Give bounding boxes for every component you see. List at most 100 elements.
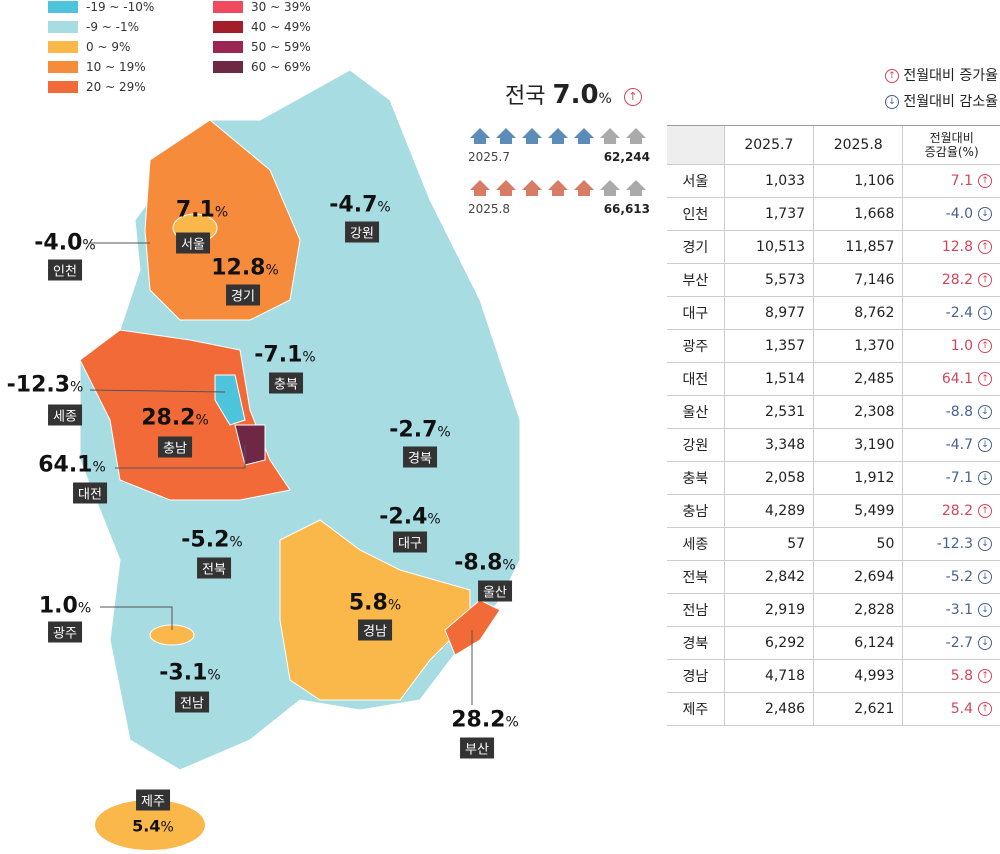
region-name: 울산 xyxy=(478,580,512,602)
national-value: 7.0 xyxy=(552,80,599,110)
region-name: 대구 xyxy=(393,531,427,553)
map-value: -3.1% xyxy=(159,661,220,686)
table-cell: 28.2 ↑ xyxy=(902,494,1000,528)
table-cell: 제주 xyxy=(667,692,725,726)
table-cell: 인천 xyxy=(667,197,725,231)
cell-text: 3,348 xyxy=(764,437,806,453)
table-cell: 울산 xyxy=(667,395,725,429)
value: -5.2 xyxy=(181,527,230,553)
down-icon: ↓ xyxy=(978,570,992,584)
cell-text: -3.1 xyxy=(945,602,973,618)
legend-label: 50 ~ 59% xyxy=(251,40,311,54)
cell-text: -4.0 xyxy=(945,206,973,222)
unit: % xyxy=(427,511,441,528)
legend-item: 40 ~ 49% xyxy=(213,20,311,34)
table-cell: 대전 xyxy=(667,362,725,396)
table-cell: 4,718 xyxy=(723,659,814,693)
legend-label: 40 ~ 49% xyxy=(251,20,311,34)
cell-text: 2,842 xyxy=(764,569,806,585)
region-sejong xyxy=(214,374,246,426)
value: 12.8 xyxy=(211,255,266,281)
table-row: 서울 1,033 1,106 7.1 ↑ xyxy=(667,164,1000,198)
cell-text: 대구 xyxy=(682,306,709,322)
up-icon: ↑ xyxy=(978,339,992,353)
table-cell: -4.7 ↓ xyxy=(902,428,1000,462)
header-text: 전월대비 xyxy=(929,131,974,145)
region-name: 경기 xyxy=(226,284,260,306)
count: 62,244 xyxy=(603,150,650,164)
table-cell: 2,486 xyxy=(723,692,814,726)
cell-text: -8.8 xyxy=(945,404,973,420)
table-cell: 1,912 xyxy=(813,461,903,495)
region-daejeon xyxy=(234,424,266,466)
cell-text: 1,668 xyxy=(854,206,895,222)
unit: % xyxy=(437,424,451,441)
unit: % xyxy=(70,379,84,396)
up-icon: ↑ xyxy=(978,174,992,188)
cell-text: 부산 xyxy=(682,273,709,289)
table-cell: 2,531 xyxy=(723,395,814,429)
table-row: 대전 1,514 2,485 64.1 ↑ xyxy=(667,362,1000,396)
down-icon: ↓ xyxy=(978,306,992,320)
cell-text: 3,190 xyxy=(854,437,895,453)
table-cell: 6,124 xyxy=(813,626,903,660)
map-value: 5.8% xyxy=(349,591,401,616)
change-legend: ↑ 전월대비 증가율 ↓ 전월대비 감소율 xyxy=(880,63,998,115)
table-cell: 8,762 xyxy=(813,296,903,330)
table-cell: 1,106 xyxy=(813,164,903,198)
legend-swatch xyxy=(213,1,243,13)
value: 5.4 xyxy=(132,816,161,836)
region-name: 강원 xyxy=(345,221,379,243)
map-value: 64.1% xyxy=(38,453,106,478)
cell-text: 5,573 xyxy=(764,272,806,288)
legend-label: 10 ~ 19% xyxy=(86,60,146,74)
down-icon: ↓ xyxy=(978,405,992,419)
table-cell: -2.7 ↓ xyxy=(902,626,1000,660)
region-gyeonggi xyxy=(144,119,301,321)
header-cell: 2025.8 xyxy=(813,125,903,165)
table-cell: 3,348 xyxy=(723,428,814,462)
map-value: -4.0% xyxy=(34,231,95,256)
map-value: -5.2% xyxy=(181,528,242,553)
table-cell: 경남 xyxy=(667,659,725,693)
table-row: 대구 8,977 8,762 -2.4 ↓ xyxy=(667,296,1000,330)
map-value: -4.7% xyxy=(329,193,390,218)
table-cell: 광주 xyxy=(667,329,725,363)
cell-text: 8,762 xyxy=(854,305,895,321)
map-value: -2.7% xyxy=(389,418,450,443)
table-cell: -8.8 ↓ xyxy=(902,395,1000,429)
cell-text: 10,513 xyxy=(756,239,806,255)
cell-text: -7.1 xyxy=(945,470,973,486)
cell-text: 2,828 xyxy=(854,602,895,618)
count: 66,613 xyxy=(603,202,650,216)
legend-swatch xyxy=(48,41,78,53)
table-cell: 2,621 xyxy=(813,692,903,726)
table-cell: -7.1 ↓ xyxy=(902,461,1000,495)
region-name: 제주 xyxy=(136,789,170,811)
cell-text: -12.3 xyxy=(936,536,973,552)
unit: % xyxy=(265,262,279,279)
table-cell: 1.0 ↑ xyxy=(902,329,1000,363)
cell-text: 57 xyxy=(787,536,806,552)
region-name: 전북 xyxy=(197,557,231,579)
cell-text: 충남 xyxy=(682,504,709,520)
table-cell: 64.1 ↑ xyxy=(902,362,1000,396)
leader-lines xyxy=(89,242,473,705)
national-unit: % xyxy=(598,91,612,107)
cell-text: 1,912 xyxy=(854,470,895,486)
region-name: 광주 xyxy=(48,621,82,643)
legend-swatch xyxy=(48,1,78,13)
region-name: 부산 xyxy=(460,737,494,759)
table-cell: 1,370 xyxy=(813,329,903,363)
cell-text: -2.4 xyxy=(945,305,973,321)
table-cell: 1,668 xyxy=(813,197,903,231)
table-cell: 7,146 xyxy=(813,263,903,297)
cell-text: 2,058 xyxy=(764,470,806,486)
cell-text: 12.8 xyxy=(941,239,973,255)
table-cell: 5,573 xyxy=(723,263,814,297)
table-cell: 2,058 xyxy=(723,461,814,495)
value: 7.1 xyxy=(175,197,215,223)
value: -12.3 xyxy=(6,372,71,398)
cell-text: 1,033 xyxy=(764,173,806,189)
